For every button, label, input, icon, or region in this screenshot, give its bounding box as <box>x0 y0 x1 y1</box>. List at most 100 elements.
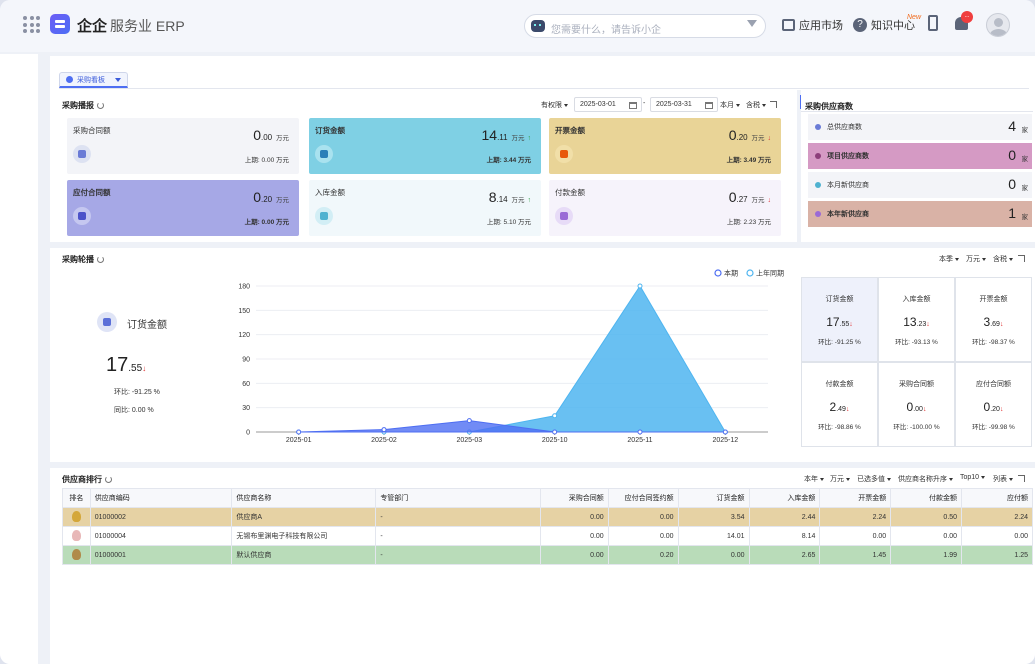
supplier-row-project[interactable]: 项目供应商数 0 家 <box>808 143 1032 169</box>
date-to-input[interactable]: 2025-03-31 <box>650 97 718 112</box>
date-from-input[interactable]: 2025-03-01 <box>574 97 642 112</box>
col-header[interactable]: 采购合同额 <box>539 488 609 508</box>
card-prev: 上期: 0.00 万元 <box>244 157 289 164</box>
refresh-icon[interactable] <box>105 476 112 483</box>
legend-label: 上年同期 <box>756 269 784 278</box>
calendar-icon <box>629 102 637 109</box>
sort-select[interactable]: 供应商名称升序 <box>898 474 953 484</box>
metric-cell[interactable]: 订货金额 17.55↓ 环比: -91.25 % <box>801 277 878 362</box>
card-payment-amount[interactable]: 付款金额 0.27 万元 ↓ 上期: 2.23 万元 <box>549 180 781 236</box>
refresh-icon[interactable] <box>97 256 104 263</box>
value-cell: 0.00 <box>607 526 679 546</box>
value-cell: 0.00 <box>961 526 1033 546</box>
top-select[interactable]: Top10 <box>960 474 986 481</box>
unit-select[interactable]: 万元 <box>966 254 986 264</box>
col-header[interactable]: 订货金额 <box>677 488 750 508</box>
supplier-ranking-table: 排名 供应商编码 供应商名称 专管部门 采购合同额 应付合同签约额 订货金额 入… <box>62 488 1033 565</box>
period-select[interactable]: 本月 <box>720 100 740 110</box>
apps-grid-icon[interactable] <box>23 16 40 33</box>
col-header[interactable]: 应付额 <box>961 488 1033 508</box>
value-cell: 8.14 <box>748 526 821 546</box>
value-cell: 2.24 <box>819 507 892 527</box>
tax-select[interactable]: 含税 <box>746 100 766 110</box>
metric-cell[interactable]: 入库金额 13.23↓ 环比: -93.13 % <box>878 277 955 362</box>
caret-icon <box>1009 257 1013 261</box>
metric-cell[interactable]: 应付合同额 0.20↓ 环比: -99.98 % <box>955 362 1032 447</box>
card-prev: 上期: 2.23 万元 <box>726 219 771 226</box>
view-select[interactable]: 列表 <box>993 474 1013 484</box>
knowledge-center-link[interactable]: ? 知识中心 <box>853 17 915 33</box>
col-header[interactable]: 供应商名称 <box>231 488 377 508</box>
mobile-icon[interactable] <box>928 15 938 31</box>
card-inbound-amount[interactable]: 入库金额 8.14 万元 ↑ 上期: 5.10 万元 <box>309 180 541 236</box>
col-header[interactable]: 供应商编码 <box>89 488 233 508</box>
search-box[interactable]: 您需要什么，请告诉小企 <box>524 14 766 38</box>
col-header[interactable]: 排名 <box>62 488 91 508</box>
supplier-unit: 家 <box>1021 127 1029 134</box>
order-icon <box>315 145 333 163</box>
supplier-row-month-new[interactable]: 本月新供应商 0 家 <box>808 172 1032 198</box>
table-row[interactable]: 01000004 无锡布里渊电子科技有限公司 -0.00 0.00 14.01 8.14 0… <box>62 526 1033 546</box>
supplier-label: 本年新供应商 <box>827 211 869 218</box>
filter-icon[interactable] <box>747 20 757 27</box>
tax-select[interactable]: 含税 <box>993 254 1013 264</box>
card-value: 0.00 万元 <box>253 127 289 143</box>
multi-select[interactable]: 已选多值 <box>857 474 891 484</box>
supplier-label: 项目供应商数 <box>827 153 869 160</box>
data-point <box>381 427 387 433</box>
warehouse-icon <box>315 207 333 225</box>
tab-purchase-board[interactable]: 采购看板 <box>59 72 128 88</box>
avatar[interactable] <box>986 13 1010 37</box>
value-cell: 1.25 <box>961 545 1033 565</box>
focus-value: 17.55↓ <box>106 354 147 376</box>
section-gap <box>50 242 1035 248</box>
col-header[interactable]: 专管部门 <box>375 488 541 508</box>
legend-marker <box>746 269 754 277</box>
legend-label: 本期 <box>724 269 738 278</box>
metric-cell[interactable]: 付款金额 2.49↓ 环比: -98.86 % <box>801 362 878 447</box>
app-market-link[interactable]: 应用市场 <box>782 17 843 33</box>
refresh-icon[interactable] <box>97 102 104 109</box>
col-header[interactable]: 付款金额 <box>890 488 963 508</box>
expand-icon[interactable] <box>1018 475 1025 482</box>
supplier-row-year-new[interactable]: 本年新供应商 1 家 <box>808 201 1032 227</box>
expand-icon[interactable] <box>770 101 777 108</box>
chevron-down-icon[interactable] <box>115 77 121 82</box>
sidebar <box>0 54 38 664</box>
card-invoice-amount[interactable]: 开票金额 0.20 万元 ↓ 上期: 3.49 万元 <box>549 118 781 174</box>
card-label: 入库金额 <box>315 188 345 197</box>
question-icon: ? <box>853 18 867 32</box>
card-purchase-contract[interactable]: 采购合同额 0.00 万元 上期: 0.00 万元 <box>67 118 299 174</box>
store-icon <box>782 19 795 31</box>
quarter-select[interactable]: 本季 <box>939 254 959 264</box>
metric-label: 入库金额 <box>902 296 931 303</box>
supplier-unit: 家 <box>1021 185 1029 192</box>
metric-cell[interactable]: 采购合同额 0.00↓ 环比: -100.00 % <box>878 362 955 447</box>
metric-cell[interactable]: 开票金额 3.69↓ 环比: -98.37 % <box>955 277 1032 362</box>
unit-select[interactable]: 万元 <box>830 474 850 484</box>
card-order-amount[interactable]: 订货金额 14.11 万元 ↑ 上期: 3.44 万元 <box>309 118 541 174</box>
supplier-label: 本月新供应商 <box>827 182 869 189</box>
code-cell: 01000004 <box>89 526 233 546</box>
brand-name: 企企 <box>77 18 108 35</box>
y-tick-label: 90 <box>242 357 250 364</box>
table-row[interactable]: 01000002 供应商A -0.00 0.00 3.54 2.44 2.24 0.50 2.2… <box>62 507 1033 527</box>
year-select[interactable]: 本年 <box>804 474 824 484</box>
tab-label: 采购看板 <box>77 76 105 84</box>
quarter-label: 本季 <box>939 256 953 263</box>
col-header[interactable]: 开票金额 <box>819 488 892 508</box>
metric-value: 2.49↓ <box>829 400 850 414</box>
col-header[interactable]: 入库金额 <box>748 488 821 508</box>
medal-icon <box>71 510 81 522</box>
value-cell: 0.00 <box>819 526 892 546</box>
permission-select[interactable]: 有权限 <box>541 100 568 110</box>
expand-icon[interactable] <box>1018 255 1025 262</box>
supplier-row-total[interactable]: 总供应商数 4 家 <box>808 114 1032 140</box>
table-row[interactable]: 01000001 默认供应商 -0.00 0.20 0.00 2.65 1.45 1.99 1.… <box>62 545 1033 565</box>
col-header[interactable]: 应付合同签约额 <box>607 488 679 508</box>
ranking-title-text: 供应商排行 <box>62 475 102 484</box>
card-payable-contract[interactable]: 应付合同额 0.20 万元 上期: 0.00 万元 <box>67 180 299 236</box>
metric-hb: 环比: -91.25 % <box>818 339 861 346</box>
metric-hb: 环比: -100.00 % <box>893 424 940 431</box>
